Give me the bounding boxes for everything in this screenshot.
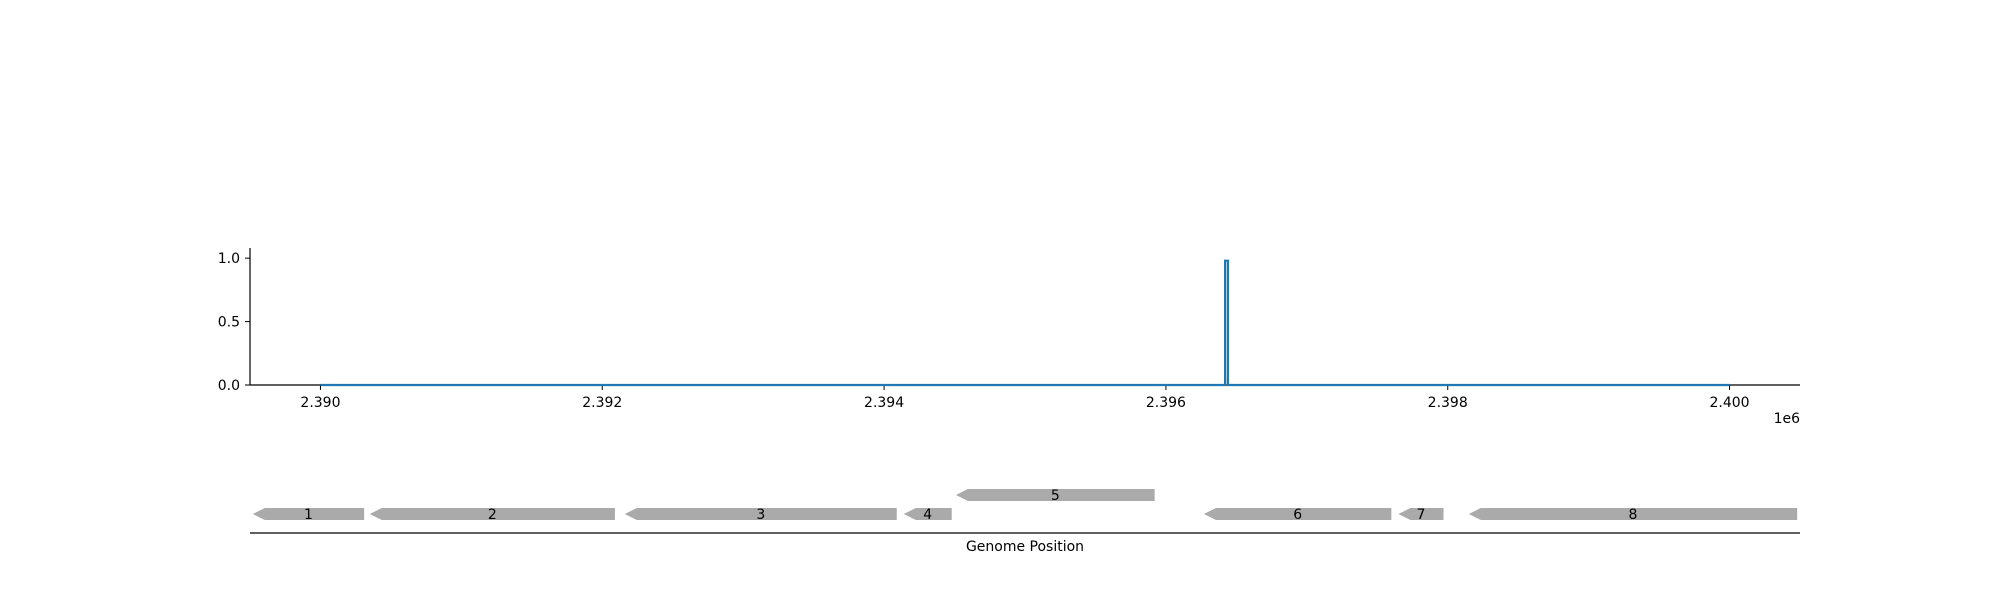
gene-track: 1 2 3 4 5 6 7 8 Genome Position	[250, 488, 1800, 555]
gene-label: 3	[756, 507, 765, 523]
gene-label: 1	[304, 507, 313, 523]
gene-label: 5	[1051, 488, 1060, 504]
y-ticks: 0.0 0.5 1.0	[218, 251, 250, 394]
y-tick-label: 1.0	[218, 251, 240, 267]
coverage-line	[320, 259, 1730, 387]
x-axis-label: Genome Position	[966, 539, 1084, 555]
genes-layer: 1 2 3 4 5 6 7 8	[252, 488, 1798, 523]
gene-arrow	[903, 508, 952, 520]
gene-label: 7	[1416, 507, 1425, 523]
y-tick-label: 0.0	[218, 378, 240, 394]
gene-label: 4	[923, 507, 932, 523]
y-tick-label: 0.5	[218, 315, 240, 331]
gene-arrow	[1468, 508, 1798, 520]
x-tick-label: 2.392	[582, 395, 622, 411]
gene-label: 6	[1293, 507, 1302, 523]
x-ticks: 2.390 2.392 2.394 2.396 2.398 2.400	[300, 385, 1750, 411]
series-layer	[320, 259, 1730, 387]
coverage-plot: 0.0 0.5 1.0 2.390 2.392 2.394 2.396 2.398 2.400…	[218, 248, 1800, 427]
gene-arrow	[1203, 508, 1392, 520]
x-offset-label: 1e6	[1774, 411, 1801, 427]
x-tick-label: 2.396	[1146, 395, 1186, 411]
gene-arrow	[252, 508, 365, 520]
gene-arrow	[1398, 508, 1444, 520]
gene-arrow	[624, 508, 897, 520]
x-tick-label: 2.394	[864, 395, 904, 411]
x-tick-label: 2.390	[300, 395, 340, 411]
gene-label: 2	[488, 507, 497, 523]
x-tick-label: 2.400	[1709, 395, 1749, 411]
x-tick-label: 2.398	[1428, 395, 1468, 411]
gene-arrow	[369, 508, 615, 520]
gene-arrow	[955, 489, 1155, 501]
gene-label: 8	[1629, 507, 1638, 523]
